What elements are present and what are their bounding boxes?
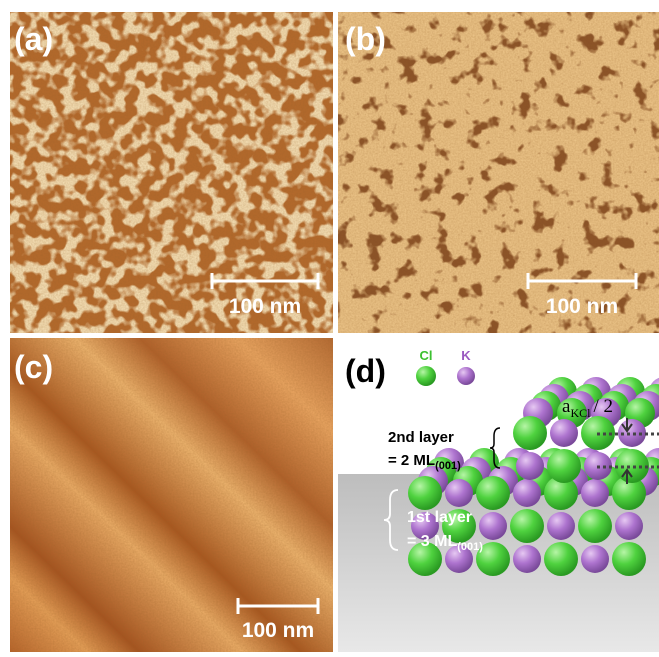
k-atom: [550, 419, 578, 447]
cl-atom: [612, 476, 646, 510]
suffix: / 2: [593, 396, 613, 417]
cl-atom: [476, 542, 510, 576]
cl-atom: [510, 509, 544, 543]
arrow: [621, 418, 633, 433]
k-atom: [615, 512, 643, 540]
crystal-model: [408, 377, 659, 576]
subscript: KCl: [570, 406, 591, 420]
panel-label: (a): [14, 21, 53, 57]
stm-noise: [10, 12, 333, 333]
scale-label: 100 nm: [242, 619, 314, 642]
panel-label: (b): [345, 21, 386, 57]
legend-label: K: [461, 348, 471, 363]
layer-name: 1st layer: [407, 509, 472, 526]
arrow: [621, 468, 633, 484]
cl-atom: [612, 542, 646, 576]
stm-noise: [10, 338, 333, 652]
k-atom: [618, 419, 646, 447]
legend-label: Cl: [420, 348, 433, 363]
panel-label: (c): [14, 349, 53, 385]
legend-swatch: [457, 367, 475, 385]
layer-thickness: = 3 ML(001): [407, 533, 483, 553]
thickness: = 2 ML: [388, 452, 435, 469]
panel-c: (c) 100 nm: [10, 338, 333, 652]
panel-d: (d) Cl K aKCl/ 2 2nd layer = 2 ML(001) 1…: [338, 338, 659, 652]
k-atom: [581, 479, 609, 507]
cl-atom: [442, 509, 476, 543]
layer-thickness: = 2 ML(001): [388, 452, 461, 472]
brace: [383, 489, 399, 551]
scale-label: 100 nm: [546, 295, 618, 318]
k-atom: [411, 512, 439, 540]
cl-atom: [547, 449, 581, 483]
k-atom: [445, 479, 473, 507]
symbol: a: [562, 396, 571, 417]
brace: [489, 427, 501, 469]
k-atom: [513, 479, 541, 507]
lattice-label: aKCl/ 2: [562, 396, 613, 420]
layer-name: 2nd layer: [388, 429, 454, 446]
legend-swatch: [416, 366, 436, 386]
k-atom: [445, 545, 473, 573]
cl-atom: [513, 416, 547, 450]
k-atom: [479, 512, 507, 540]
panel-a: (a) 100 nm: [10, 12, 333, 333]
cl-atom: [544, 542, 578, 576]
panel-b: (b) 100 nm: [338, 12, 659, 333]
panel-label: (d): [345, 353, 386, 389]
cl-atom: [578, 509, 612, 543]
cl-atom: [544, 476, 578, 510]
cl-atom: [408, 476, 442, 510]
k-atom: [581, 545, 609, 573]
k-atom: [547, 512, 575, 540]
scale-label: 100 nm: [229, 295, 301, 318]
subscript: (001): [457, 541, 483, 553]
k-atom: [516, 452, 544, 480]
thickness: = 3 ML: [407, 533, 457, 550]
stm-noise: [338, 12, 659, 333]
cl-atom: [476, 476, 510, 510]
cl-atom: [615, 449, 649, 483]
subscript: (001): [435, 460, 461, 472]
k-atom: [513, 545, 541, 573]
cl-atom: [408, 542, 442, 576]
